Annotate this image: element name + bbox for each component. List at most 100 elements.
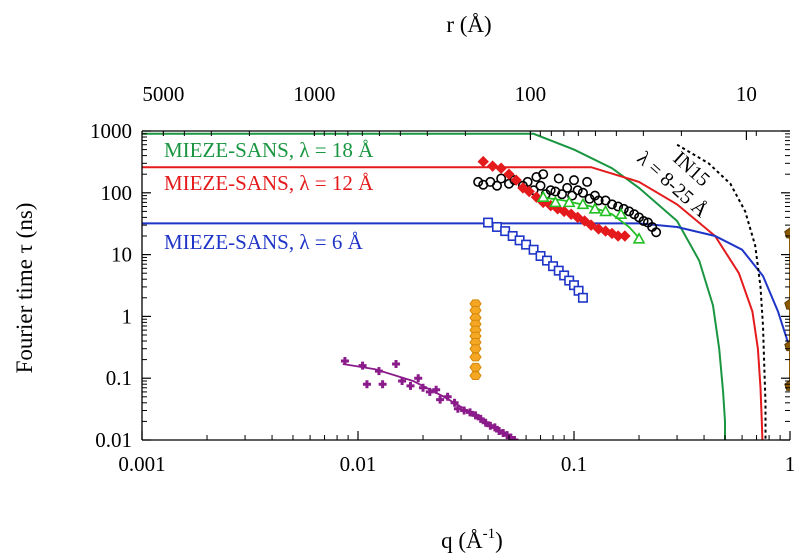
data-point <box>496 173 507 184</box>
data-point <box>593 195 604 206</box>
data-point <box>614 207 628 220</box>
data-point <box>538 169 549 180</box>
data-point <box>486 160 499 172</box>
data-point <box>490 423 499 432</box>
data-point <box>572 185 583 196</box>
top-tick-label: 5000 <box>142 82 184 106</box>
data-point <box>460 406 469 415</box>
series-2 <box>477 155 631 242</box>
series-5 <box>469 299 482 380</box>
data-point <box>398 377 407 386</box>
data-point-shape <box>465 408 474 417</box>
y-tick-label: 0.1 <box>106 366 132 390</box>
series-6 <box>340 356 519 440</box>
data-point <box>784 340 790 352</box>
legend-label-3: MIEZE-SANS, λ = 6 Å <box>164 230 364 254</box>
data-point <box>784 379 790 391</box>
data-point <box>414 374 423 383</box>
data-point <box>491 180 502 191</box>
series-fit-line <box>540 196 642 242</box>
legend-label-bg <box>160 169 378 196</box>
data-point-shape <box>374 367 383 376</box>
data-point <box>521 239 532 250</box>
data-point-shape <box>490 423 499 432</box>
series-4 <box>483 217 588 303</box>
mieze-line-1 <box>142 132 726 440</box>
data-point-shape <box>392 359 401 368</box>
x-axis-title-close: ) <box>495 528 503 553</box>
data-point-shape <box>406 381 415 390</box>
data-point <box>425 387 434 396</box>
data-point-shape <box>436 395 445 404</box>
data-point <box>588 202 602 214</box>
data-point <box>465 408 474 417</box>
data-point-shape <box>481 418 490 427</box>
data-point-shape <box>453 404 462 413</box>
data-point-shape <box>340 356 349 365</box>
data-point <box>477 155 489 168</box>
data-point <box>557 189 568 200</box>
data-point-shape <box>419 383 428 392</box>
top-tick-labels: 5000 1000 100 10 <box>142 82 756 106</box>
top-axis-title: r (Å) <box>446 12 491 37</box>
data-point <box>476 414 485 423</box>
data-point <box>419 383 428 392</box>
legend-label-bg <box>160 136 378 163</box>
x-axis-title: q (Å-1) <box>441 526 503 553</box>
data-point <box>469 344 482 354</box>
data-point <box>607 199 618 210</box>
data-point <box>576 197 590 210</box>
data-point <box>491 221 502 232</box>
legend-label-1: MIEZE-SANS, λ = 18 Å <box>164 138 374 162</box>
data-point <box>582 176 593 187</box>
data-point <box>503 431 512 440</box>
data-point-shape <box>495 426 504 435</box>
data-point <box>562 195 576 208</box>
mieze-line-2 <box>142 166 764 440</box>
data-point <box>542 255 553 266</box>
data-point <box>577 292 588 303</box>
data-point <box>450 398 459 407</box>
data-point <box>406 381 415 390</box>
data-point <box>568 175 579 186</box>
data-point <box>536 190 550 202</box>
y-axis-title: Fourier time τ (ns) <box>12 203 37 374</box>
data-point <box>567 190 578 201</box>
data-point <box>392 359 401 368</box>
data-point <box>523 185 535 198</box>
data-point-shape <box>358 361 367 370</box>
top-tick-label: 100 <box>515 82 547 106</box>
series-fit-line <box>342 363 516 440</box>
top-tick-label: 1000 <box>293 82 335 106</box>
data-point <box>443 392 452 401</box>
data-point <box>436 395 445 404</box>
data-point-shape <box>499 428 508 437</box>
data-point <box>577 187 588 198</box>
x-tick-label: 1 <box>785 452 796 476</box>
data-point <box>469 306 482 315</box>
y-tick-label: 0.01 <box>95 428 132 452</box>
data-point <box>362 380 371 389</box>
x-axis-title-exp: -1 <box>483 526 496 542</box>
y-tick-label: 10 <box>111 243 132 267</box>
x-tick-label: 0.1 <box>561 452 587 476</box>
data-point-shape <box>503 431 512 440</box>
legend: MIEZE-SANS, λ = 18 Å MIEZE-SANS, λ = 12 Å… <box>160 136 378 255</box>
data-point <box>559 270 570 281</box>
data-point <box>585 219 597 231</box>
data-point <box>528 244 539 255</box>
data-point <box>374 367 383 376</box>
x-tick-labels: 0.001 0.01 0.1 1 <box>118 452 795 476</box>
data-point <box>510 436 519 440</box>
data-point-shape <box>362 380 371 389</box>
data-point <box>340 356 349 365</box>
x-tick-label: 0.001 <box>118 452 165 476</box>
data-point <box>584 193 595 204</box>
data-point <box>503 168 515 180</box>
x-tick-label: 0.01 <box>340 452 377 476</box>
plot-area <box>141 130 791 441</box>
data-point-shape <box>432 385 441 394</box>
data-point <box>549 195 562 208</box>
series-3 <box>536 190 646 244</box>
